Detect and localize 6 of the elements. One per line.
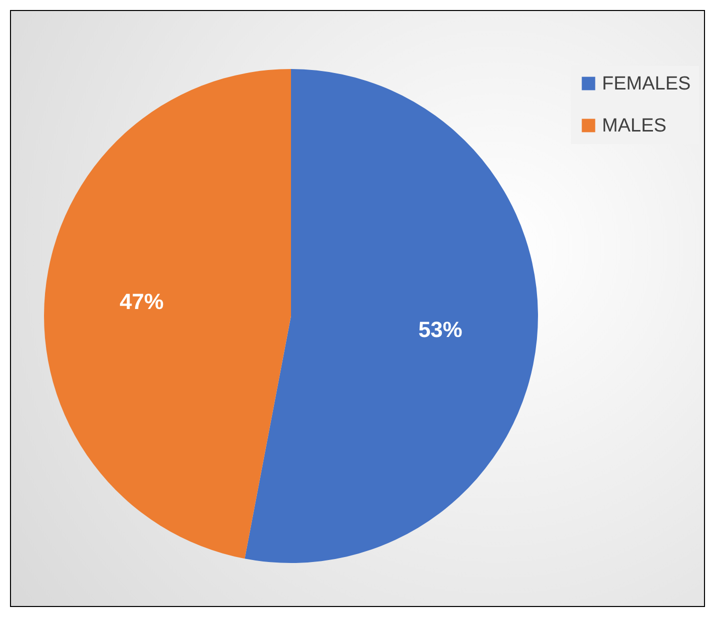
pie-slice xyxy=(244,69,538,563)
data-label: 53% xyxy=(418,317,462,342)
pie-slice xyxy=(44,69,291,559)
legend-label: FEMALES xyxy=(602,74,691,94)
data-label: 47% xyxy=(120,288,164,314)
legend-label: MALES xyxy=(602,116,666,136)
